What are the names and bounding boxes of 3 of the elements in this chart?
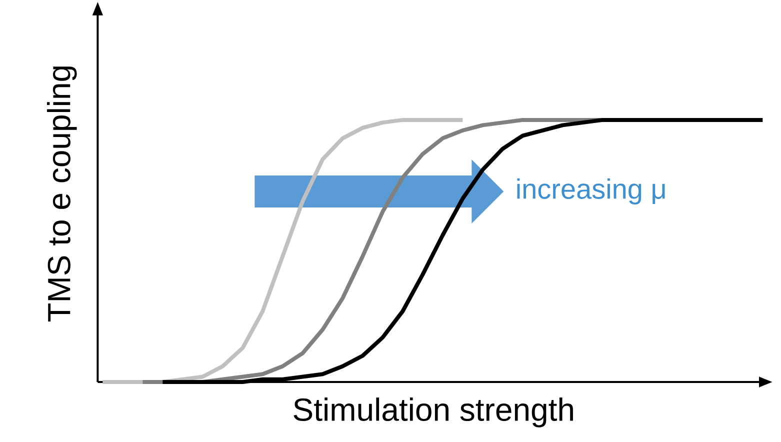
x-axis-title: Stimulation strength [294,398,573,428]
annotation: increasing μ [517,178,665,204]
y-axis-title: TMS to e coupling [46,66,77,322]
